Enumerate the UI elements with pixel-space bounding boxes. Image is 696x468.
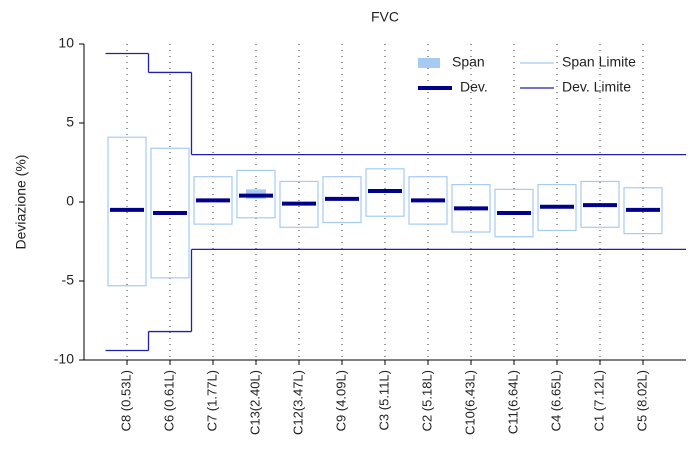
y-tick-label: 0 <box>66 193 74 209</box>
x-tick-label: C9 (4.09L) <box>333 370 348 431</box>
x-tick-label: C11(6.64L) <box>505 370 520 434</box>
x-tick-label: C5 (8.02L) <box>634 370 649 431</box>
y-tick-label: -5 <box>62 272 75 288</box>
chart-title: FVC <box>371 9 399 25</box>
span-limit-box <box>580 180 620 228</box>
x-tick-label: C6 (0.61L) <box>161 370 176 431</box>
x-tick-label: C4 (6.65L) <box>548 370 563 431</box>
x-tick-label: C12(3.47L) <box>290 370 305 435</box>
span-limit-box <box>236 169 276 219</box>
legend-label: Dev. Limite <box>562 79 631 95</box>
y-tick-label: 5 <box>66 114 74 130</box>
y-axis-label: Deviazione (%) <box>13 155 29 250</box>
span-limit-box <box>623 187 663 235</box>
span-limit-box <box>537 184 577 232</box>
x-tick-label: C3 (5.11L) <box>376 370 391 430</box>
x-tick-label: C8 (0.53L) <box>118 370 133 431</box>
legend-label: Span <box>452 54 485 70</box>
span-limit-box <box>365 168 405 217</box>
span-limit-box <box>408 176 448 225</box>
span-limit-box <box>322 176 362 224</box>
legend-label: Span Limite <box>562 54 636 70</box>
x-tick-label: C7 (1.77L) <box>204 370 219 431</box>
x-tick-label: C10(6.43L) <box>462 370 477 435</box>
x-tick-label: C13(2.40L) <box>247 370 262 435</box>
span-limit-box <box>279 180 319 228</box>
legend-label: Dev. <box>460 79 488 95</box>
span-limit-box <box>150 147 190 279</box>
x-tick-label: C1 (7.12L) <box>591 370 606 431</box>
legend-swatch <box>418 58 440 68</box>
span-limit-box <box>451 184 491 233</box>
span-limit-box <box>494 188 534 238</box>
x-tick-label: C2 (5.18L) <box>419 370 434 431</box>
span-limit-box <box>107 136 147 287</box>
span-limit-box <box>193 176 233 225</box>
y-tick-label: 10 <box>58 35 74 51</box>
y-tick-label: -10 <box>54 351 74 367</box>
